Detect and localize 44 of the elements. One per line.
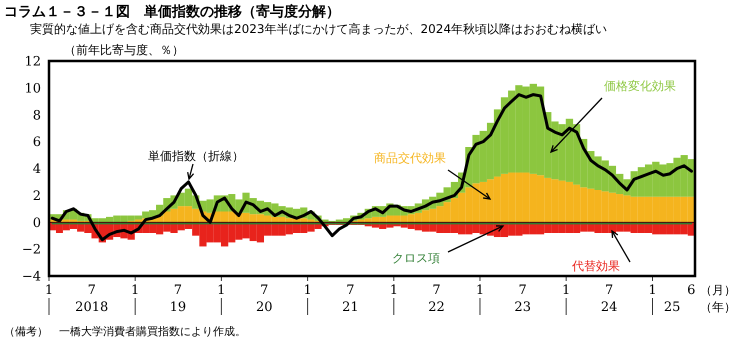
x-tick-label: 1 <box>217 283 226 298</box>
y-tick-label: 8 <box>32 108 41 124</box>
x-tick-label: 1 <box>304 283 312 298</box>
x-axis-title: （月） <box>700 283 729 297</box>
x-tick-label: 1 <box>44 283 54 298</box>
y-tick-label: 4 <box>32 162 41 178</box>
x2-tick-label: 24 <box>600 300 618 315</box>
y-tick-label: 6 <box>32 135 41 150</box>
x-tick-label: 1 <box>390 283 398 298</box>
x-tick-label: 1 <box>131 283 140 298</box>
x2-tick-label: 22 <box>428 300 445 315</box>
text: 単価指数（折線） <box>148 149 244 163</box>
text: 代替効果 <box>571 259 620 273</box>
text: クロス項 <box>392 251 440 265</box>
x-tick-label: 7 <box>604 283 614 298</box>
x2-tick-label: 21 <box>342 300 359 315</box>
x-tick-label: 7 <box>518 283 527 298</box>
x2-axis-title: （年） <box>700 300 729 314</box>
x-tick-label: 1 <box>562 283 570 298</box>
x2-tick-label: 25 <box>664 300 680 315</box>
x2-tick-label: 20 <box>256 300 273 315</box>
x-tick-label: 7 <box>432 283 441 298</box>
chart-title: コラム１－３－１図 単価指数の推移（寄与度分解） <box>4 3 340 20</box>
text: 商品交代効果 <box>374 151 446 165</box>
y-tick-label: 10 <box>24 81 41 96</box>
x-tick-label: 7 <box>260 283 268 298</box>
x-tick-label: 7 <box>346 283 355 298</box>
text: （備考） 一橋大学消費者購買指数により作成。 <box>4 325 246 338</box>
x2-tick-label: 19 <box>170 300 186 315</box>
x-tick-label: 1 <box>476 283 484 298</box>
x-tick-label: 1 <box>648 283 657 298</box>
y-tick-label: −2 <box>22 242 41 258</box>
y-tick-label: 2 <box>32 188 41 204</box>
x-tick-label: 7 <box>88 283 96 298</box>
x-tick-label: 6 <box>687 283 696 298</box>
y-tick-label: −4 <box>22 270 41 285</box>
y-tick-label: 12 <box>24 54 41 70</box>
chart-subtitle: 実質的な値上げを含む商品交代効果は2023年半ばにかけて高まったが、2024年秋頃以降はおおむね横ばい <box>30 22 608 36</box>
text: 価格変化効果 <box>604 79 676 93</box>
y-tick-label: 0 <box>32 216 41 231</box>
y-axis-title: （前年比寄与度、％） <box>64 43 184 57</box>
x2-tick-label: 2018 <box>75 300 108 315</box>
x2-tick-label: 23 <box>514 300 531 315</box>
x-tick-label: 7 <box>174 283 182 298</box>
